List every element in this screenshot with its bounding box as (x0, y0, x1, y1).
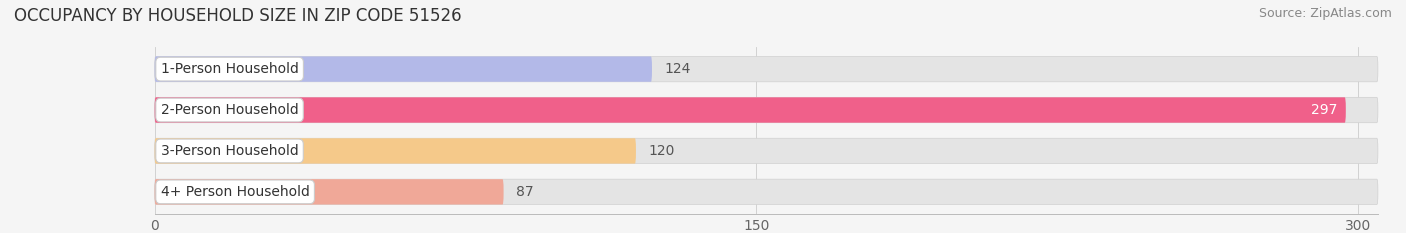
FancyBboxPatch shape (155, 138, 1378, 164)
FancyBboxPatch shape (155, 138, 636, 164)
Text: 87: 87 (516, 185, 533, 199)
Text: 3-Person Household: 3-Person Household (160, 144, 298, 158)
Text: 2-Person Household: 2-Person Household (160, 103, 298, 117)
FancyBboxPatch shape (155, 56, 652, 82)
Text: 124: 124 (664, 62, 690, 76)
Text: 297: 297 (1312, 103, 1337, 117)
Text: 4+ Person Household: 4+ Person Household (160, 185, 309, 199)
FancyBboxPatch shape (155, 179, 503, 205)
Text: 120: 120 (648, 144, 675, 158)
FancyBboxPatch shape (155, 97, 1378, 123)
FancyBboxPatch shape (155, 179, 1378, 205)
FancyBboxPatch shape (155, 56, 1378, 82)
Text: Source: ZipAtlas.com: Source: ZipAtlas.com (1258, 7, 1392, 20)
FancyBboxPatch shape (155, 97, 1346, 123)
Text: 1-Person Household: 1-Person Household (160, 62, 298, 76)
Text: OCCUPANCY BY HOUSEHOLD SIZE IN ZIP CODE 51526: OCCUPANCY BY HOUSEHOLD SIZE IN ZIP CODE … (14, 7, 461, 25)
